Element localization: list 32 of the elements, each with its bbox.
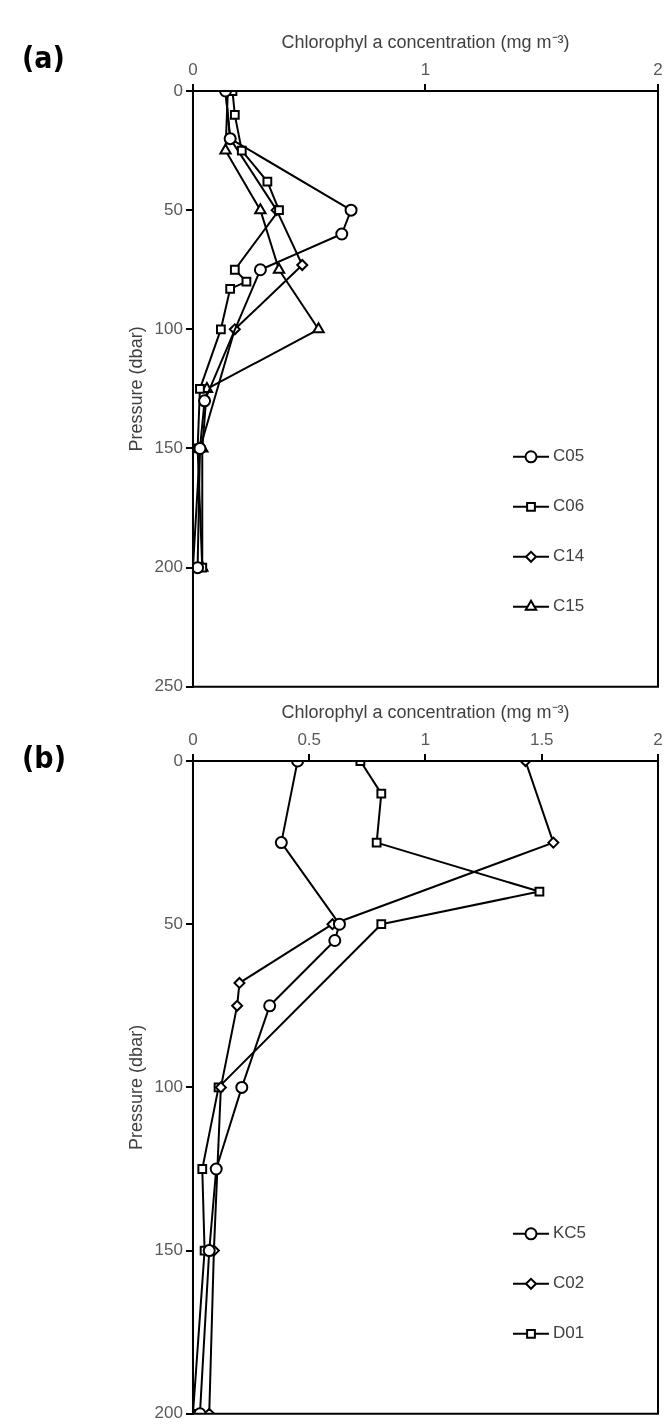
x-tick-label: 0 (188, 730, 198, 750)
x-tick-label: 2 (653, 60, 663, 80)
x-tick-label: 0.5 (297, 730, 322, 750)
y-tick-label: 200 (154, 1403, 183, 1423)
x-tick-label: 1 (420, 60, 431, 80)
y-tick-label: 50 (164, 199, 183, 219)
legend-label: C05 (553, 446, 585, 466)
y-axis-title: Pressure (dbar) (125, 326, 146, 452)
legend-label: C15 (553, 596, 585, 616)
y-tick-label: 100 (154, 319, 183, 339)
y-tick-label: 150 (154, 438, 183, 458)
x-tick-label: 1.5 (529, 730, 554, 750)
y-tick-label: 150 (154, 1240, 183, 1260)
x-tick-label: 1 (420, 730, 431, 750)
chart-title: (b) (22, 740, 66, 775)
legend-label: C14 (553, 546, 585, 566)
y-tick-label: 0 (173, 750, 183, 770)
x-tick-label: 0 (188, 60, 198, 80)
legend-label: KC5 (553, 1223, 587, 1243)
legend-label: C02 (553, 1273, 585, 1293)
legend-label: C06 (553, 496, 585, 516)
x-axis-title: Chlorophyl a concentration (mg m⁻³) (281, 31, 570, 52)
y-axis-title: Pressure (dbar) (125, 1024, 146, 1150)
y-tick-label: 0 (173, 80, 183, 100)
x-axis-title: Chlorophyl a concentration (mg m⁻³) (281, 701, 570, 722)
y-tick-label: 250 (154, 676, 183, 696)
y-tick-label: 200 (154, 557, 183, 577)
y-tick-label: 50 (164, 913, 183, 933)
chart-title: (a) (22, 40, 65, 75)
legend-label: D01 (553, 1323, 585, 1343)
x-tick-label: 2 (653, 730, 663, 750)
y-tick-label: 100 (154, 1077, 183, 1097)
